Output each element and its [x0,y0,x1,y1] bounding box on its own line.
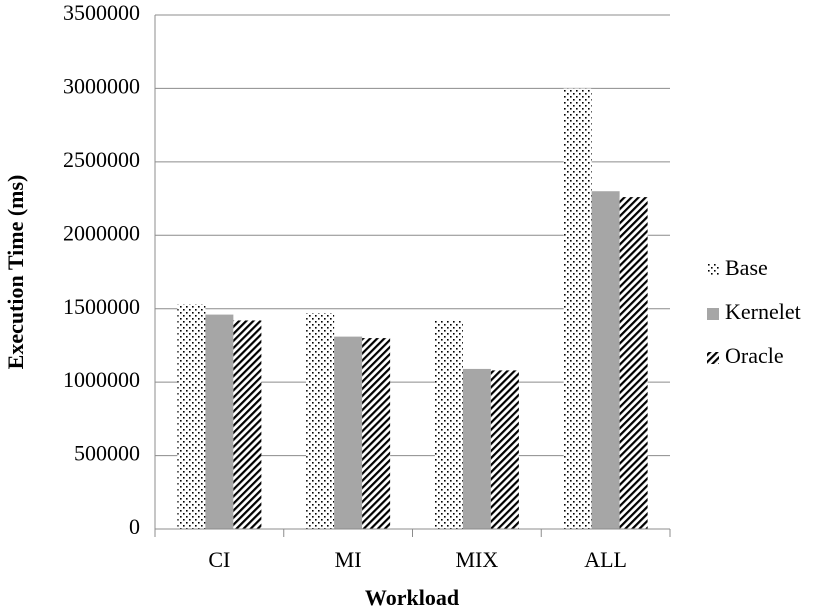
bar [434,320,463,529]
y-axis-title: Execution Time (ms) [3,175,28,370]
bar [490,370,519,529]
legend-swatch [707,308,719,320]
y-tick-label: 3500000 [63,0,140,25]
y-tick-label: 2500000 [63,147,140,172]
x-axis-title: Workload [365,585,459,610]
legend-swatch [707,352,719,364]
legend-label: Oracle [725,343,784,368]
bar [462,368,491,529]
x-tick-label: ALL [584,547,627,572]
y-tick-label: 1500000 [63,294,140,319]
bar [563,88,592,529]
bar [233,320,262,529]
x-tick-label: CI [208,547,230,572]
y-tick-label: 500000 [74,441,140,466]
x-tick-label: MI [335,547,362,572]
x-tick-label: MIX [455,547,498,572]
y-tick-label: 0 [129,514,140,539]
y-tick-label: 1000000 [63,367,140,392]
bar [591,191,620,529]
legend-label: Base [725,255,768,280]
bar [205,314,234,529]
bar [306,313,335,529]
y-tick-label: 2000000 [63,220,140,245]
y-tick-label: 3000000 [63,73,140,98]
bar [362,338,391,529]
legend-label: Kernelet [725,299,801,324]
bar [177,304,206,529]
legend-swatch [707,264,719,276]
bar [334,336,363,529]
bar [619,197,648,530]
